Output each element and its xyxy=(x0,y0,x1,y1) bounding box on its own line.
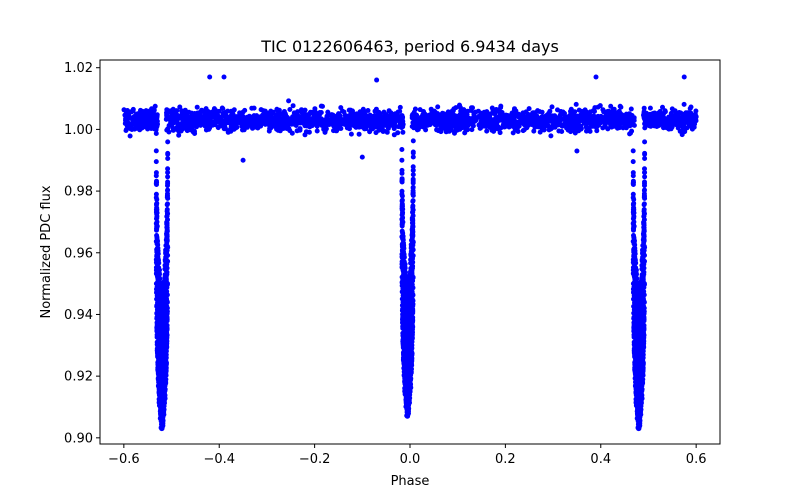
x-tick-label: −0.6 xyxy=(108,452,140,467)
x-axis-label: Phase xyxy=(391,474,430,489)
x-tick-label: 0.2 xyxy=(495,452,516,467)
y-tick-label: 0.92 xyxy=(64,370,93,385)
y-axis: 0.90 0.92 0.94 0.96 0.98 1.00 1.02 xyxy=(64,61,100,446)
x-tick-label: 0.0 xyxy=(400,452,421,467)
y-tick-label: 1.00 xyxy=(64,123,93,138)
x-tick-label: −0.2 xyxy=(299,452,331,467)
outlier-point xyxy=(221,74,227,80)
outlier-point xyxy=(374,77,380,83)
y-axis-label: Normalized PDC flux xyxy=(39,185,54,318)
outlier-point xyxy=(207,74,213,80)
y-tick-label: 1.02 xyxy=(64,61,93,76)
data-points xyxy=(121,74,699,432)
outlier-point xyxy=(240,157,246,163)
outlier-point xyxy=(359,154,365,160)
y-tick-label: 0.96 xyxy=(64,246,93,261)
baseline-points xyxy=(121,98,699,139)
y-tick-label: 0.98 xyxy=(64,185,93,200)
eclipse-points-2 xyxy=(399,138,416,419)
outlier-point xyxy=(681,74,687,80)
eclipse-points-3 xyxy=(630,139,648,432)
y-tick-label: 0.90 xyxy=(64,431,93,446)
x-axis: −0.6 −0.4 −0.2 0.0 0.2 0.4 0.6 xyxy=(108,444,706,467)
y-tick-label: 0.94 xyxy=(64,308,93,323)
x-tick-label: 0.4 xyxy=(590,452,611,467)
outlier-point xyxy=(574,148,580,154)
chart-title: TIC 0122606463, period 6.9434 days xyxy=(260,37,559,56)
eclipse-points-1 xyxy=(153,139,171,432)
outlier-point xyxy=(593,74,599,80)
x-tick-label: −0.4 xyxy=(203,452,235,467)
x-tick-label: 0.6 xyxy=(686,452,707,467)
